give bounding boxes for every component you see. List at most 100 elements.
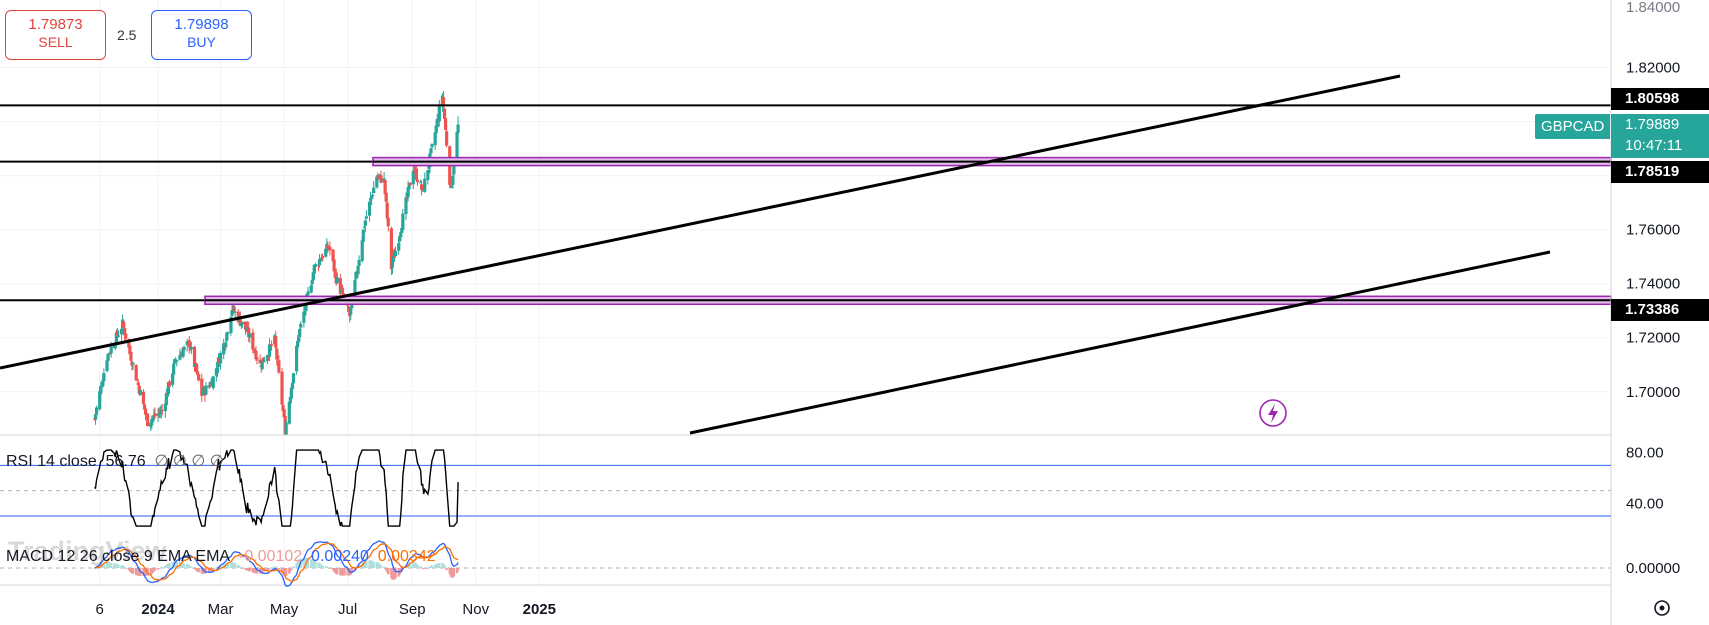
candle-body xyxy=(433,132,437,146)
candle-body xyxy=(173,359,177,364)
macd-histogram-value: -0.00102 xyxy=(238,548,303,565)
candle-body xyxy=(129,351,133,361)
candle-body xyxy=(434,125,438,134)
candle-body xyxy=(368,197,373,201)
candle-body xyxy=(392,255,397,258)
candle-body xyxy=(456,124,460,134)
time-axis-label-7: 2025 xyxy=(523,601,556,618)
candle-body xyxy=(363,220,367,226)
candle-body xyxy=(332,259,336,272)
candle-body xyxy=(391,255,396,262)
candle-body xyxy=(172,363,176,375)
sell-label: SELL xyxy=(38,34,73,50)
candle-body xyxy=(107,353,111,355)
candle-body xyxy=(185,341,189,346)
macd-histogram-bar xyxy=(314,561,317,568)
candle-body xyxy=(142,404,147,410)
macd-histogram-bar xyxy=(190,566,193,568)
rsi-placeholders: ∅ ∅ ∅ ∅ xyxy=(154,453,224,470)
candle-body xyxy=(376,175,380,177)
symbol-tag: GBPCAD xyxy=(1535,114,1611,139)
macd-histogram-bar xyxy=(248,568,251,572)
spread-value: 2.5 xyxy=(117,27,137,43)
candle-body xyxy=(377,174,381,176)
price-line-label-1: 1.80598 xyxy=(1611,88,1709,110)
macd-histogram-bar xyxy=(122,565,125,568)
candle-body xyxy=(112,345,116,349)
candle-body xyxy=(445,131,449,146)
rsi-value: 56.76 xyxy=(105,453,146,470)
macd-histogram-bar xyxy=(444,567,447,569)
candle-body xyxy=(247,327,251,338)
macd-histogram-bar xyxy=(109,562,113,568)
macd-histogram-bar xyxy=(146,568,149,576)
macd-signal-value: 0.00342 xyxy=(377,548,436,565)
candle-body xyxy=(411,171,415,185)
macd-histogram-bar xyxy=(239,567,242,568)
macd-histogram-bar xyxy=(168,563,171,568)
candle-body xyxy=(255,357,259,360)
macd-histogram-bar xyxy=(233,563,237,568)
macd-histogram-bar xyxy=(275,567,279,569)
candle-body xyxy=(106,353,110,361)
candle-body xyxy=(404,197,408,215)
candle-body xyxy=(317,259,322,266)
candle-body xyxy=(105,360,109,372)
last-price-tag: 1.79889 10:47:11 xyxy=(1611,114,1709,158)
candle-body xyxy=(258,359,262,364)
candle-body xyxy=(194,363,199,373)
candle-body xyxy=(290,383,295,390)
macd-histogram-bar xyxy=(292,565,295,568)
candle-body xyxy=(375,176,379,188)
buy-price: 1.79898 xyxy=(174,16,229,33)
macd-histogram-bar xyxy=(270,567,273,569)
macd-histogram-bar xyxy=(102,563,106,568)
buy-button[interactable]: 1.79898 BUY xyxy=(151,10,252,60)
candle-body xyxy=(224,342,228,348)
candle-body xyxy=(389,228,393,270)
candle-body xyxy=(159,409,163,414)
candle-body xyxy=(135,379,139,381)
macd-histogram-bar xyxy=(306,558,310,568)
macd-histogram-bar xyxy=(372,561,375,568)
candle-body xyxy=(93,414,98,419)
sell-button[interactable]: 1.79873 SELL xyxy=(5,10,106,60)
candle-body xyxy=(430,144,434,148)
macd-histogram-bar xyxy=(365,560,368,568)
candle-body xyxy=(393,250,398,256)
candle-body xyxy=(178,354,182,360)
candle-body xyxy=(226,332,230,334)
settings-gear-icon xyxy=(1654,600,1670,616)
candle-body xyxy=(362,226,366,228)
candle-body xyxy=(364,216,368,219)
price-line-label-3: 1.73386 xyxy=(1611,299,1709,321)
candle-body xyxy=(297,337,301,341)
candle-body xyxy=(309,285,313,293)
candle-body xyxy=(262,360,266,362)
candle-body xyxy=(320,257,324,262)
candle-body xyxy=(379,175,383,183)
macd-histogram-bar xyxy=(419,565,422,568)
macd-histogram-bar xyxy=(267,568,270,570)
candle-body xyxy=(356,266,360,275)
macd-histogram-bar xyxy=(289,568,292,572)
candle-body xyxy=(289,387,293,399)
candle-body xyxy=(426,170,430,180)
candle-body xyxy=(353,280,357,300)
candle-body xyxy=(367,201,372,216)
candle-body xyxy=(324,248,328,257)
candle-body xyxy=(119,328,124,335)
candle-body xyxy=(128,346,132,354)
macd-histogram-bar xyxy=(455,568,459,574)
candle-body xyxy=(166,382,171,395)
candle-body xyxy=(99,385,103,393)
candle-body xyxy=(277,360,281,373)
candle-body xyxy=(357,259,361,266)
candle-body xyxy=(321,255,325,259)
candle-body xyxy=(181,350,185,357)
candle-body xyxy=(160,410,164,412)
candle-body xyxy=(261,357,265,362)
candle-body xyxy=(401,213,405,230)
